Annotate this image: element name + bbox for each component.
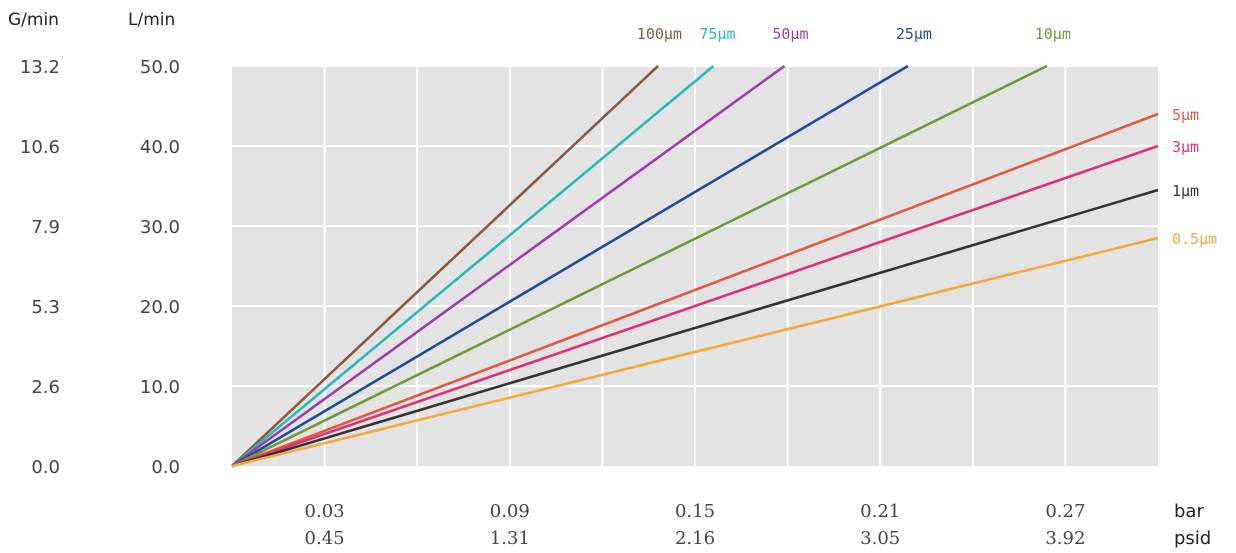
- series-line: [231, 65, 715, 467]
- y-tick-gmin: 5.3: [31, 297, 60, 318]
- x-tick-psid: 2.16: [675, 528, 715, 549]
- series-label: 3μm: [1172, 138, 1199, 156]
- y-tick-lmin: 0.0: [151, 457, 180, 478]
- series-label: 5μm: [1172, 106, 1199, 124]
- x-tick-psid: 3.05: [860, 528, 900, 549]
- y-unit-lmin: L/min: [128, 10, 175, 30]
- y-tick-lmin: 40.0: [140, 137, 180, 158]
- y-tick-lmin: 10.0: [140, 377, 180, 398]
- y-tick-gmin: 0.0: [31, 457, 60, 478]
- x-tick-bar: 0.27: [1045, 501, 1085, 522]
- y-tick-labels: 0.0 0.0 2.6 10.0 5.3 20.0 7.9 30.0 10.6 40.0 13.2 5…: [20, 57, 180, 478]
- series-label: 0.5μm: [1172, 230, 1217, 248]
- series-label: 50μm: [772, 25, 808, 43]
- x-unit-bar: bar: [1174, 501, 1204, 522]
- x-tick-psid: 1.31: [490, 528, 530, 549]
- y-tick-gmin: 7.9: [31, 217, 60, 238]
- x-unit-psid: psid: [1174, 528, 1211, 549]
- series-label: 10μm: [1035, 25, 1071, 43]
- y-tick-lmin: 30.0: [140, 217, 180, 238]
- series-line: [231, 64, 1048, 468]
- y-tick-lmin: 50.0: [140, 57, 180, 78]
- x-tick-bar: 0.09: [490, 501, 530, 522]
- series-label: 100μm: [637, 25, 682, 43]
- y-unit-gmin: G/min: [8, 10, 59, 30]
- series-labels: 100μm 75μm 50μm 25μm 10μm 5μm 3μm 1μm 0.5μm: [637, 25, 1217, 248]
- series-line: [231, 64, 786, 468]
- x-tick-psid: 0.45: [305, 528, 345, 549]
- series-line: [231, 65, 659, 467]
- series-lines: [231, 64, 1159, 468]
- y-tick-gmin: 13.2: [20, 57, 60, 78]
- series-label: 75μm: [699, 25, 735, 43]
- series-label: 1μm: [1172, 182, 1199, 200]
- x-tick-bar: 0.03: [305, 501, 345, 522]
- series-label: 25μm: [896, 25, 932, 43]
- x-tick-bar: 0.15: [675, 501, 715, 522]
- series-line: [231, 144, 1159, 468]
- y-tick-gmin: 10.6: [20, 137, 60, 158]
- x-tick-psid: 3.92: [1045, 528, 1085, 549]
- x-tick-labels: 0.03 0.45 0.09 1.31 0.15 2.16 0.21 3.05 0.27 3.92: [305, 501, 1086, 549]
- series-line: [231, 188, 1159, 468]
- x-tick-bar: 0.21: [860, 501, 900, 522]
- y-tick-gmin: 2.6: [31, 377, 60, 398]
- series-line: [231, 112, 1159, 468]
- series-line: [231, 64, 909, 468]
- series-line: [231, 236, 1159, 468]
- y-tick-lmin: 20.0: [140, 297, 180, 318]
